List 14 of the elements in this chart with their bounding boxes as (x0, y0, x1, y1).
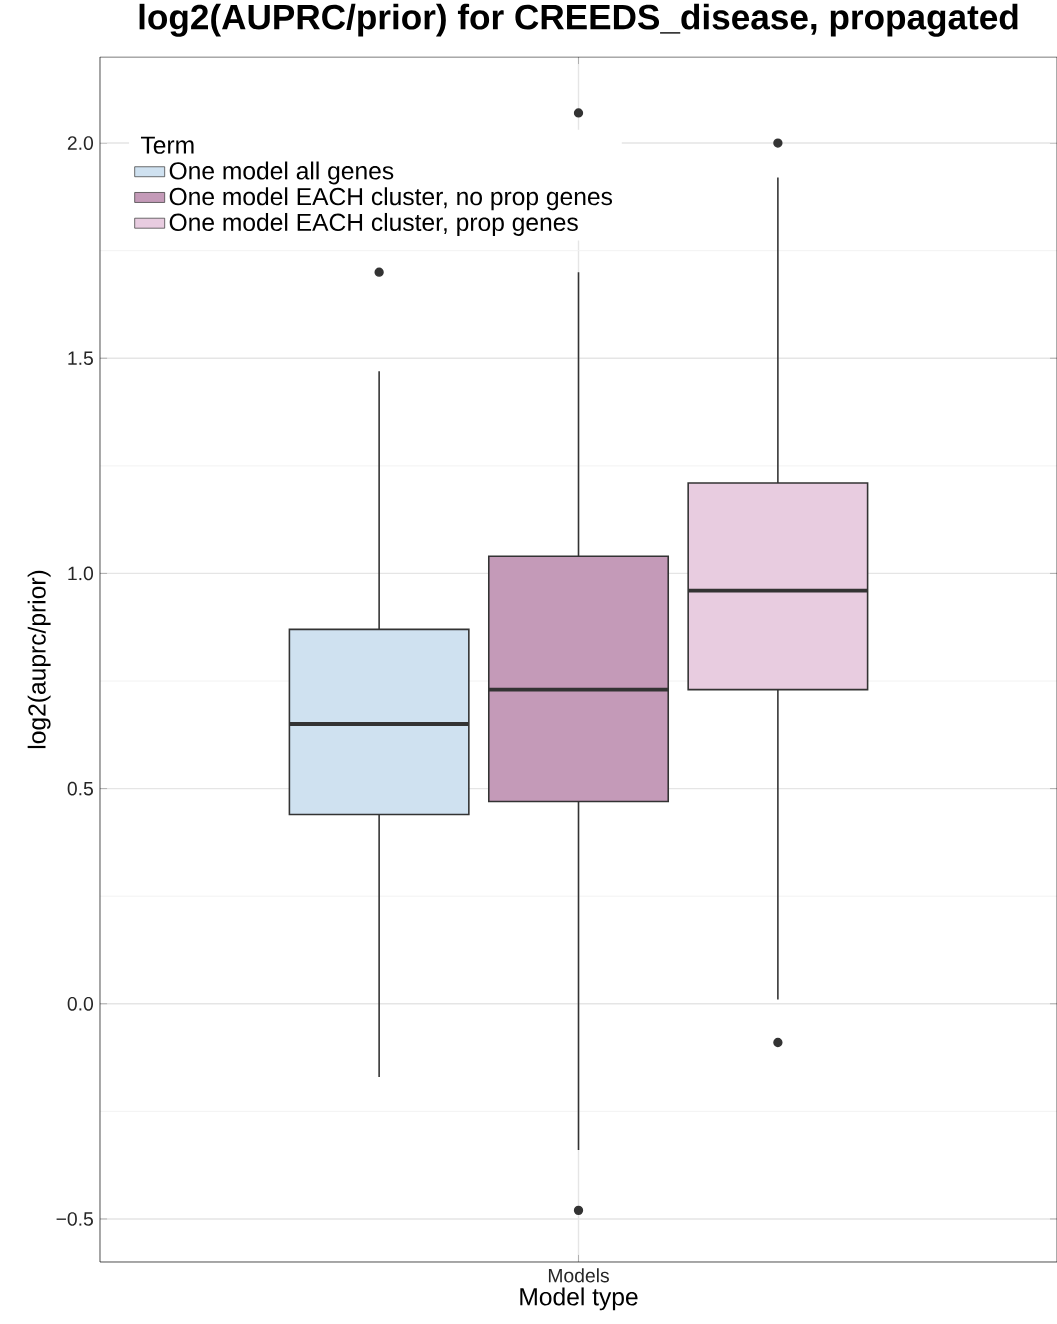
y-tick-label: 0.5 (67, 781, 93, 796)
y-tick-label: 2.0 (67, 136, 94, 150)
x-tick-label: Models (548, 1268, 609, 1283)
legend-label: One model EACH cluster, prop genes (169, 212, 578, 236)
y-tick-label: 1.0 (68, 566, 94, 581)
chart-title: log2(AUPRC/prior) for CREEDS_disease, propagated (139, 3, 1018, 37)
legend-label: One model EACH cluster, no prop genes (169, 187, 613, 211)
y-tick-label: 1.5 (68, 351, 93, 365)
y-tick-label: 0.0 (67, 996, 94, 1011)
x-axis-title: Model type (520, 1287, 638, 1311)
legend-title: Term (140, 136, 194, 154)
y-axis-title: log2(auprc/prior) (27, 570, 51, 749)
y-tick-label: −0.5 (56, 1212, 93, 1226)
legend-label: One model all genes (169, 161, 394, 185)
